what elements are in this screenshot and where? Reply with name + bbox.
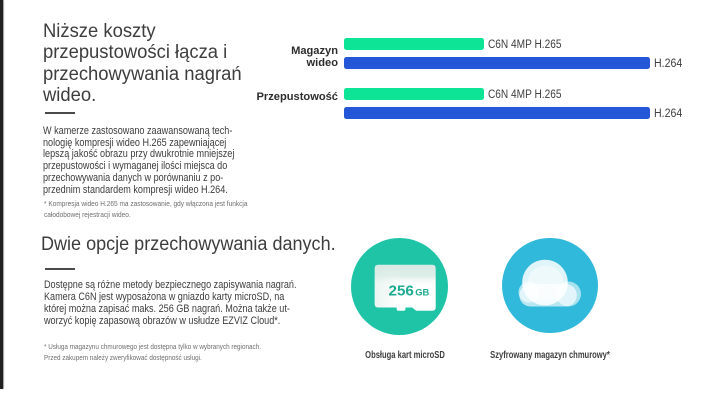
svg-text:GB: GB [415, 286, 429, 297]
svg-text:256: 256 [389, 282, 414, 299]
